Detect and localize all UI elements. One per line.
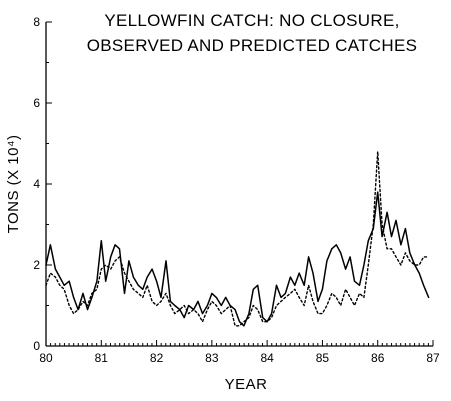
observed-catch-line	[45, 191, 430, 327]
predicted-catch-line	[45, 150, 430, 327]
x-axis-label: YEAR	[225, 376, 268, 393]
x-tick-label: 86	[371, 351, 385, 365]
y-tick-label: 4	[33, 177, 40, 191]
x-tick-label: 84	[260, 351, 274, 365]
x-tick-label: 85	[316, 351, 330, 365]
chart-title-line-1: YELLOWFIN CATCH: NO CLOSURE,	[104, 11, 399, 30]
x-tick-label: 80	[39, 351, 53, 365]
y-tick-label: 6	[33, 96, 40, 110]
y-tick-label: 0	[33, 339, 40, 353]
y-tick-label: 8	[33, 15, 40, 29]
chart-title-line-2: OBSERVED AND PREDICTED CATCHES	[87, 36, 418, 55]
y-axis-label: TONS (X 10⁴)	[5, 135, 22, 234]
tick-labels: 0 2 4 6 8 80 81 82 83 84 85 86 87	[33, 15, 440, 365]
x-tick-label: 82	[150, 351, 164, 365]
x-tick-label: 83	[205, 351, 219, 365]
x-tick-label: 81	[95, 351, 109, 365]
x-tick-label: 87	[426, 351, 440, 365]
series-lines	[45, 150, 430, 327]
plot-axes	[45, 21, 434, 347]
y-tick-label: 2	[33, 258, 40, 272]
